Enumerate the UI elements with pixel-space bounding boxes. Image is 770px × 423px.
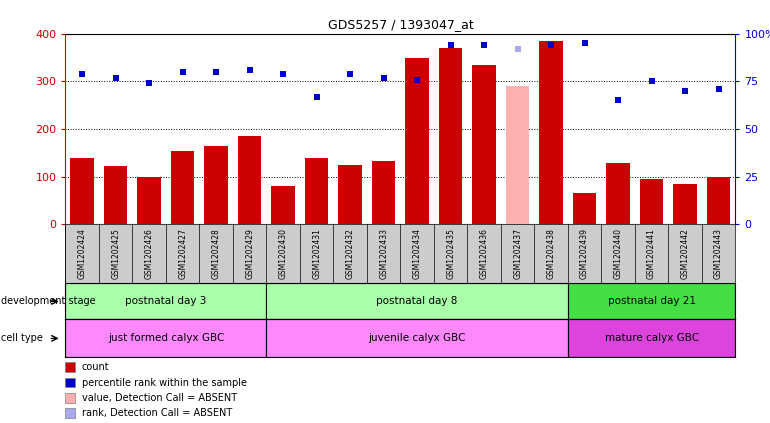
Bar [138,177,161,224]
Bar [339,165,362,224]
Bar [674,184,697,224]
Bar [707,177,730,224]
Text: GSM1202424: GSM1202424 [78,228,87,279]
Text: GSM1202440: GSM1202440 [614,228,623,279]
Bar [205,146,228,224]
Bar [607,163,630,224]
Text: GSM1202429: GSM1202429 [245,228,254,279]
Text: GSM1202442: GSM1202442 [681,228,690,279]
Bar [266,283,568,319]
Text: rank, Detection Call = ABSENT: rank, Detection Call = ABSENT [82,408,232,418]
Bar [640,179,663,224]
Text: postnatal day 3: postnatal day 3 [126,297,206,306]
Bar [65,319,266,357]
Text: GSM1202438: GSM1202438 [547,228,556,279]
Bar [372,161,395,224]
Bar [506,86,529,224]
Text: count: count [82,362,109,372]
Text: GSM1202436: GSM1202436 [480,228,489,279]
Text: GSM1202439: GSM1202439 [580,228,589,279]
Text: GSM1202441: GSM1202441 [647,228,656,279]
Bar [305,158,328,224]
Text: GSM1202433: GSM1202433 [379,228,388,279]
Bar [406,58,429,224]
Text: just formed calyx GBC: just formed calyx GBC [108,333,224,343]
Text: mature calyx GBC: mature calyx GBC [604,333,698,343]
Bar [65,283,266,319]
Text: GSM1202427: GSM1202427 [178,228,187,279]
Text: postnatal day 21: postnatal day 21 [608,297,695,306]
Text: juvenile calyx GBC: juvenile calyx GBC [368,333,466,343]
Bar [272,186,295,224]
Bar [71,158,94,224]
Text: GSM1202425: GSM1202425 [111,228,120,279]
Bar [171,151,194,224]
Bar [540,41,563,224]
Bar [238,136,261,224]
Bar [568,283,735,319]
Title: GDS5257 / 1393047_at: GDS5257 / 1393047_at [327,18,474,31]
Text: GSM1202443: GSM1202443 [714,228,723,279]
Text: GSM1202434: GSM1202434 [413,228,422,279]
Text: GSM1202426: GSM1202426 [145,228,154,279]
Bar [266,319,568,357]
Text: value, Detection Call = ABSENT: value, Detection Call = ABSENT [82,393,236,403]
Text: GSM1202431: GSM1202431 [312,228,321,279]
Text: percentile rank within the sample: percentile rank within the sample [82,378,246,387]
Text: development stage: development stage [1,297,95,306]
Text: GSM1202430: GSM1202430 [279,228,288,279]
Bar [568,319,735,357]
Bar [439,48,462,224]
Text: GSM1202432: GSM1202432 [346,228,355,279]
Text: postnatal day 8: postnatal day 8 [377,297,458,306]
Text: GSM1202428: GSM1202428 [212,228,221,279]
Bar [473,65,496,224]
Text: cell type: cell type [1,333,42,343]
Bar [573,193,596,224]
Bar [104,166,127,224]
Text: GSM1202437: GSM1202437 [513,228,522,279]
Text: GSM1202435: GSM1202435 [446,228,455,279]
